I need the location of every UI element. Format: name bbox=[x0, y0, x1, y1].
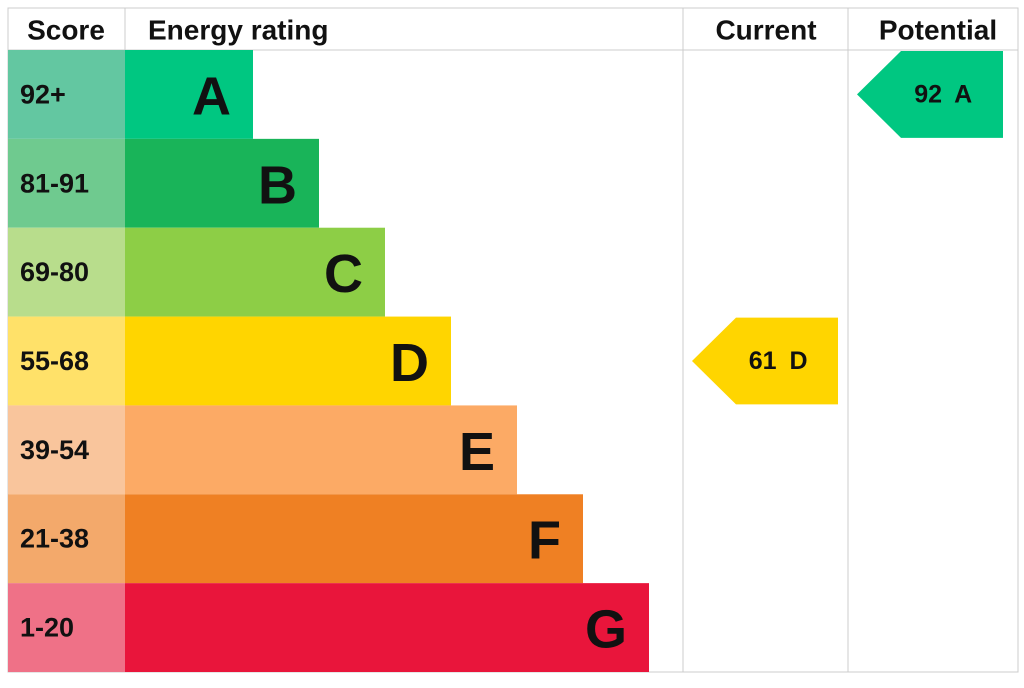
header: Score bbox=[27, 15, 105, 46]
score-range: 92+ bbox=[20, 79, 66, 109]
rating-bar bbox=[125, 583, 649, 672]
rating-bar bbox=[125, 316, 451, 406]
score-range: 81-91 bbox=[20, 168, 89, 198]
current-score: 61 bbox=[749, 347, 777, 375]
rating-letter: A bbox=[192, 66, 231, 126]
score-range: 39-54 bbox=[20, 435, 89, 465]
rating-letter: E bbox=[459, 422, 495, 482]
score-cell bbox=[8, 583, 125, 672]
score-range: 55-68 bbox=[20, 346, 89, 376]
header: Potential bbox=[879, 15, 997, 46]
score-range: 21-38 bbox=[20, 524, 89, 554]
rating-letter: F bbox=[528, 511, 561, 571]
current-label: 61 D bbox=[749, 347, 808, 375]
rating-bar bbox=[125, 227, 385, 317]
potential-label: 92 A bbox=[914, 80, 972, 108]
header: Current bbox=[715, 15, 816, 46]
header: Energy rating bbox=[148, 15, 328, 46]
current-band: D bbox=[790, 347, 808, 375]
score-cell bbox=[8, 405, 125, 495]
current-arrow bbox=[692, 317, 838, 405]
score-range: 69-80 bbox=[20, 257, 89, 287]
score-cell bbox=[8, 316, 125, 406]
rating-letter: G bbox=[585, 600, 627, 660]
rating-bar bbox=[125, 494, 583, 584]
score-cell bbox=[8, 50, 125, 139]
score-range: 1-20 bbox=[20, 613, 74, 643]
rating-letter: D bbox=[390, 333, 429, 393]
rating-letter: C bbox=[324, 244, 363, 304]
rating-bar bbox=[125, 405, 517, 495]
potential-arrow bbox=[857, 51, 1003, 138]
score-cell bbox=[8, 494, 125, 584]
potential-band: A bbox=[954, 80, 972, 108]
rating-bar bbox=[125, 50, 253, 139]
rating-bar bbox=[125, 138, 319, 228]
potential-score: 92 bbox=[914, 80, 942, 108]
rating-letter: B bbox=[258, 155, 297, 215]
score-cell bbox=[8, 138, 125, 228]
score-cell bbox=[8, 227, 125, 317]
